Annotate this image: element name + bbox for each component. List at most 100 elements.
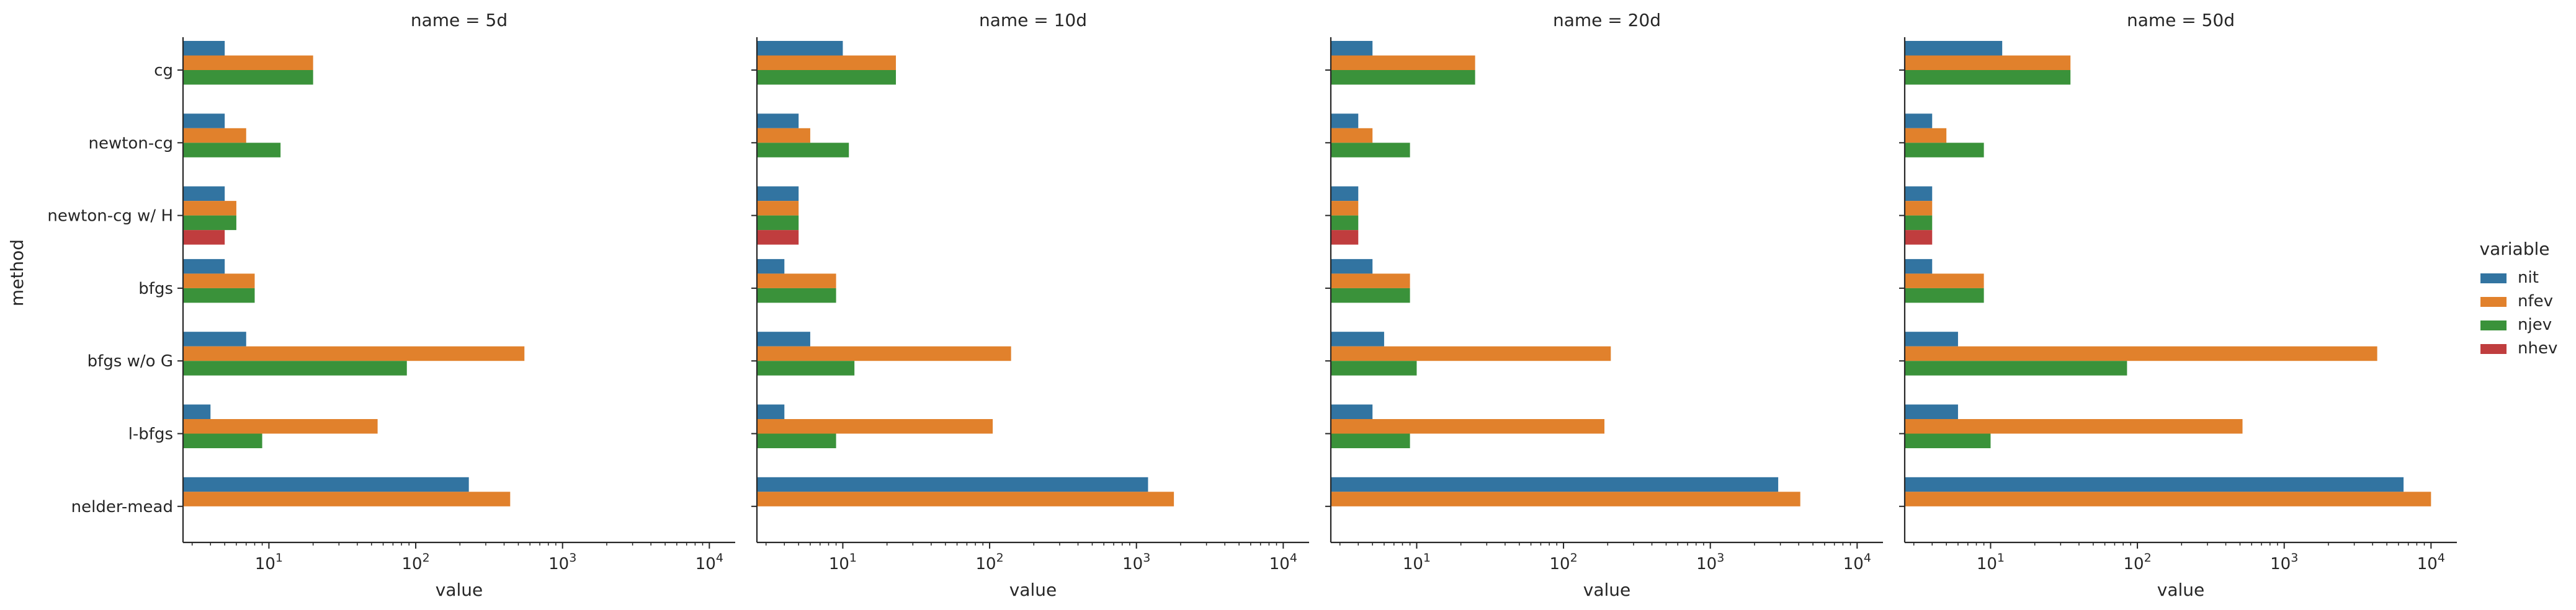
bar-njev bbox=[183, 361, 407, 376]
bar-nit bbox=[1331, 259, 1373, 274]
x-axis-label: value bbox=[1583, 580, 1630, 600]
x-tick-base: 10 bbox=[1843, 555, 1864, 573]
legend-label-nhev: nhev bbox=[2518, 339, 2557, 358]
bar-nit bbox=[183, 113, 225, 128]
bar-nfev bbox=[1331, 201, 1359, 216]
bar-nit bbox=[1331, 113, 1359, 128]
y-axis-label: method bbox=[7, 239, 27, 306]
y-tick-label: newton-cg w/ H bbox=[47, 207, 173, 226]
x-axis-label: value bbox=[436, 580, 483, 600]
x-axis-label: value bbox=[2157, 580, 2204, 600]
bar-njev bbox=[1905, 288, 1984, 303]
bar-nfev bbox=[757, 492, 1174, 506]
bar-nfev bbox=[1905, 346, 2377, 361]
bar-nit bbox=[183, 404, 211, 419]
legend-swatch-nfev bbox=[2480, 297, 2507, 307]
bar-nfev bbox=[183, 128, 246, 143]
x-tick-exponent: 1 bbox=[1997, 551, 2005, 565]
bar-nfev bbox=[1331, 492, 1800, 506]
bar-njev bbox=[1331, 70, 1475, 85]
x-tick-exponent: 4 bbox=[716, 551, 723, 565]
bar-nit bbox=[1905, 332, 1958, 347]
bar-njev bbox=[757, 361, 855, 376]
x-tick-label: 101 bbox=[1403, 551, 1431, 573]
bar-njev bbox=[183, 143, 281, 157]
y-tick-label: newton-cg bbox=[89, 134, 174, 152]
bar-njev bbox=[1905, 70, 2071, 85]
x-tick-label: 101 bbox=[255, 551, 283, 573]
legend-swatch-nit bbox=[2480, 273, 2507, 283]
x-tick-label: 103 bbox=[1696, 551, 1724, 573]
x-tick-base: 10 bbox=[2417, 555, 2438, 573]
bar-nit bbox=[1331, 41, 1373, 56]
x-tick-label: 102 bbox=[401, 551, 429, 573]
bar-njev bbox=[183, 215, 236, 231]
x-tick-exponent: 1 bbox=[275, 551, 283, 565]
bar-nfev bbox=[183, 419, 378, 434]
bar-nit bbox=[183, 259, 225, 274]
bar-nfev bbox=[183, 346, 525, 361]
x-tick-base: 10 bbox=[2270, 555, 2291, 573]
x-tick-exponent: 2 bbox=[423, 551, 430, 565]
legend-swatch-nhev bbox=[2480, 344, 2507, 354]
x-tick-label: 104 bbox=[1843, 551, 1871, 573]
bar-nit bbox=[1331, 404, 1373, 419]
x-tick-base: 10 bbox=[1977, 555, 1997, 573]
bar-nit bbox=[183, 477, 469, 492]
bar-nit bbox=[757, 477, 1148, 492]
bar-nfev bbox=[757, 55, 897, 70]
x-tick-exponent: 4 bbox=[1864, 551, 1871, 565]
bar-njev bbox=[1331, 361, 1417, 376]
bar-nfev bbox=[757, 419, 993, 434]
bar-nit bbox=[757, 404, 785, 419]
x-tick-label: 104 bbox=[695, 551, 723, 573]
x-tick-base: 10 bbox=[695, 555, 716, 573]
y-tick-label: nelder-mead bbox=[71, 498, 173, 516]
bar-nfev bbox=[757, 273, 836, 288]
bar-njev bbox=[1905, 143, 1984, 157]
bar-nit bbox=[1905, 186, 1933, 201]
facet-panels: name = 5d cg newton-cg newton-cg w/ H bfgs bf… bbox=[47, 10, 2457, 600]
bar-nfev bbox=[1905, 492, 2431, 506]
x-tick-exponent: 4 bbox=[1290, 551, 1297, 565]
x-tick-exponent: 2 bbox=[1570, 551, 1578, 565]
x-tick-exponent: 2 bbox=[2144, 551, 2152, 565]
bar-nit bbox=[1331, 477, 1779, 492]
bar-nhev bbox=[1331, 230, 1359, 245]
bar-njev bbox=[757, 70, 897, 85]
legend-swatch-njev bbox=[2480, 320, 2507, 330]
x-tick-exponent: 3 bbox=[2291, 551, 2298, 565]
x-tick-base: 10 bbox=[255, 555, 275, 573]
bar-nit bbox=[1905, 477, 2404, 492]
bar-nit bbox=[1905, 41, 2003, 56]
bar-nfev bbox=[757, 201, 799, 216]
bar-nit bbox=[1331, 332, 1384, 347]
bar-nfev bbox=[183, 492, 511, 506]
x-tick-exponent: 4 bbox=[2438, 551, 2445, 565]
x-tick-exponent: 1 bbox=[1423, 551, 1431, 565]
legend-title: variable bbox=[2480, 239, 2550, 259]
facet-title: name = 5d bbox=[411, 10, 508, 30]
y-tick-label: bfgs bbox=[138, 280, 173, 298]
bar-njev bbox=[1331, 215, 1359, 231]
legend: variable nit nfev njev nhev bbox=[2480, 239, 2558, 358]
x-tick-exponent: 2 bbox=[996, 551, 1004, 565]
bar-njev bbox=[757, 215, 799, 231]
bar-nit bbox=[1905, 113, 1933, 128]
bar-nhev bbox=[1905, 230, 1933, 245]
legend-label-nit: nit bbox=[2518, 268, 2539, 287]
bar-njev bbox=[757, 288, 836, 303]
x-tick-exponent: 1 bbox=[849, 551, 857, 565]
facet-title: name = 20d bbox=[1553, 10, 1661, 30]
y-tick-label: l-bfgs bbox=[128, 425, 173, 444]
facet-panel: name = 5d cg newton-cg newton-cg w/ H bfgs bf… bbox=[47, 10, 735, 600]
legend-label-nfev: nfev bbox=[2518, 292, 2553, 311]
bar-nfev bbox=[1331, 419, 1605, 434]
x-tick-base: 10 bbox=[1403, 555, 1423, 573]
x-tick-base: 10 bbox=[2123, 555, 2144, 573]
bar-nfev bbox=[1905, 128, 1947, 143]
